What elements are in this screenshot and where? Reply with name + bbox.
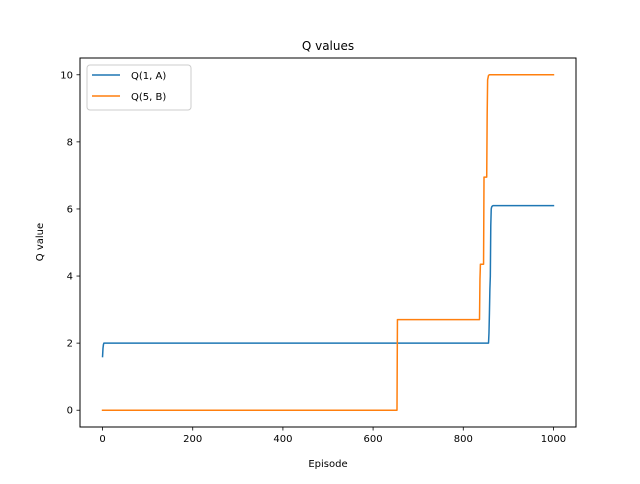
- x-tick-label: 200: [183, 434, 202, 445]
- y-tick-label: 0: [67, 406, 73, 417]
- y-tick-label: 6: [67, 204, 73, 215]
- series-line-1: [101, 204, 555, 358]
- plot-area: [79, 57, 577, 428]
- y-tick-label: 4: [67, 272, 73, 283]
- x-axis-ticks: 0 200 400 600 800 1000: [99, 427, 566, 445]
- legend-box: [86, 64, 192, 111]
- series-layer: [101, 74, 555, 411]
- x-tick-label: 0: [99, 434, 105, 445]
- axes-frame: [79, 57, 577, 428]
- x-tick-label: 1000: [541, 434, 566, 445]
- x-tick-label: 800: [454, 434, 473, 445]
- y-axis-ticks: 0 2 4 6 8 10: [60, 70, 80, 417]
- y-tick-label: 10: [60, 70, 73, 81]
- y-tick-label: 8: [67, 137, 73, 148]
- series-line-2: [101, 74, 555, 411]
- x-tick-label: 400: [273, 434, 292, 445]
- legend-items: Q(1, A) Q(5, B): [92, 71, 166, 103]
- legend-label-2: Q(5, B): [131, 92, 166, 103]
- x-tick-label: 600: [364, 434, 383, 445]
- legend-label-1: Q(1, A): [131, 71, 166, 82]
- x-axis-label: Episode: [308, 459, 347, 470]
- y-tick-label: 2: [67, 339, 73, 350]
- chart-title: Q values: [302, 39, 354, 53]
- legend: Q(1, A) Q(5, B): [86, 64, 192, 111]
- y-axis-label: Q value: [35, 223, 46, 261]
